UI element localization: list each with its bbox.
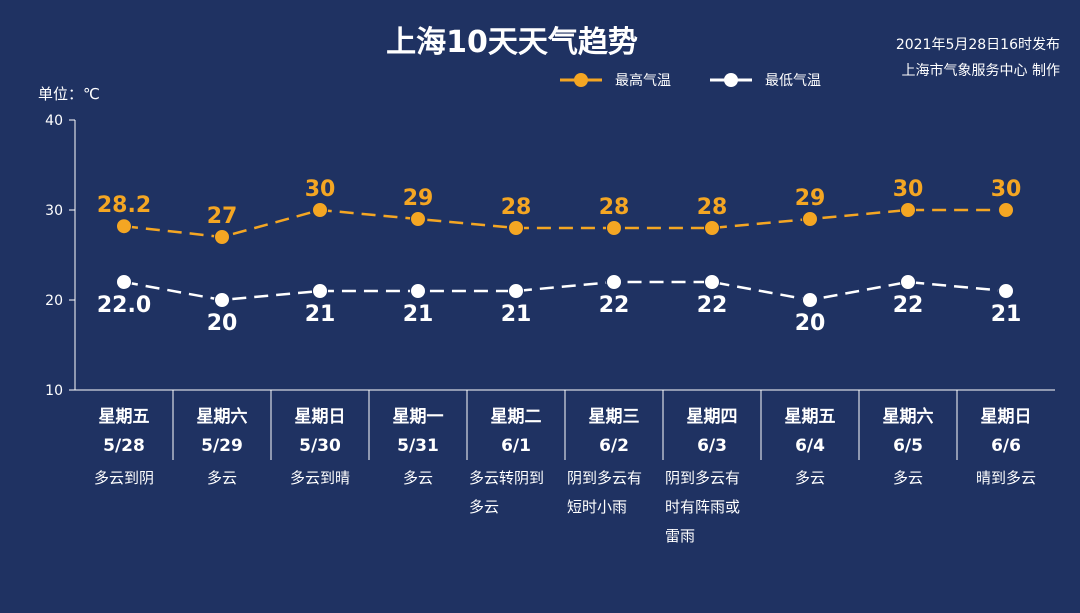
legend-high: 最高气温: [560, 72, 671, 89]
low-temp-label: 22: [599, 293, 630, 318]
weekday-label: 星期四: [687, 407, 738, 427]
low-temp-point: [998, 283, 1014, 299]
low-temp-point: [606, 274, 622, 290]
low-temp-point: [312, 283, 328, 299]
weather-description: 多云: [893, 469, 923, 487]
weekday-label: 星期日: [981, 407, 1032, 427]
high-temp-point: [900, 202, 916, 218]
low-temp-label: 21: [403, 302, 434, 327]
date-label: 5/29: [201, 436, 243, 456]
weather-description: 多云到阴: [94, 469, 154, 487]
high-temp-label: 28.2: [97, 193, 151, 218]
publish-time: 2021年5月28日16时发布: [896, 37, 1060, 53]
high-temp-point: [116, 218, 132, 235]
high-temp-point: [704, 220, 720, 236]
low-temp-point: [116, 274, 132, 290]
low-temp-point: [410, 283, 426, 299]
date-label: 5/31: [397, 436, 439, 456]
low-temp-point: [214, 292, 230, 308]
weekday-label: 星期五: [785, 407, 836, 427]
high-temp-label: 28: [697, 195, 728, 220]
weather-description: 短时小雨: [567, 498, 627, 516]
weekday-label: 星期五: [99, 407, 150, 427]
chart-title: 上海10天天气趋势: [386, 25, 638, 60]
weekday-label: 星期三: [589, 407, 640, 427]
weather-description: 多云转阴到: [469, 469, 544, 487]
high-temp-point: [410, 211, 426, 227]
date-label: 6/3: [697, 436, 727, 456]
high-temp-label: 29: [795, 186, 826, 211]
legend-low-marker: [724, 73, 738, 87]
legend-high-marker: [574, 73, 588, 87]
high-temp-label: 30: [305, 177, 336, 202]
high-temp-label: 30: [991, 177, 1022, 202]
low-temp-label: 22: [893, 293, 924, 318]
high-temp-label: 28: [501, 195, 532, 220]
weekday-label: 星期二: [491, 407, 542, 427]
y-tick-label: 30: [45, 203, 63, 219]
high-temp-label: 30: [893, 177, 924, 202]
weather-description: 雷雨: [665, 527, 695, 545]
legend-high-label: 最高气温: [615, 72, 671, 89]
y-tick-label: 20: [45, 293, 63, 309]
high-temp-point: [214, 229, 230, 245]
y-tick-label: 40: [45, 113, 63, 129]
weather-description: 时有阵雨或: [665, 498, 740, 516]
weather-description: 多云: [207, 469, 237, 487]
date-label: 5/28: [103, 436, 145, 456]
high-temp-point: [802, 211, 818, 227]
weather-description: 多云: [469, 498, 499, 516]
high-temp-label: 28: [599, 195, 630, 220]
low-temp-label: 22: [697, 293, 728, 318]
weather-description: 多云到晴: [290, 469, 350, 487]
weather-description: 阴到多云有: [665, 469, 740, 487]
axes: 10 20 30 40: [45, 113, 1055, 460]
legend-low: 最低气温: [710, 73, 821, 89]
high-temp-point: [606, 220, 622, 236]
unit-label: 单位：℃: [38, 85, 100, 103]
legend-low-label: 最低气温: [765, 73, 821, 89]
high-temp-label: 29: [403, 186, 434, 211]
date-label: 6/5: [893, 436, 923, 456]
low-temp-label: 20: [207, 311, 238, 336]
x-category-labels: 星期五 5/28 多云到阴 星期六 5/29 多云 星期日 5/30 多云到晴 星期一 5/31 多云…: [94, 406, 1036, 545]
high-temp-point: [998, 202, 1014, 218]
weekday-label: 星期日: [295, 407, 346, 427]
low-temp-point: [900, 274, 916, 290]
low-temp-label: 21: [501, 302, 532, 327]
date-label: 5/30: [299, 436, 341, 456]
low-temp-label: 22.0: [97, 293, 151, 318]
y-tick-label: 10: [45, 383, 63, 399]
producer-credit: 上海市气象服务中心 制作: [902, 62, 1060, 79]
weather-description: 多云: [795, 469, 825, 487]
weekday-label: 星期六: [883, 406, 934, 427]
weather-description: 阴到多云有: [567, 469, 642, 487]
low-temp-label: 21: [991, 302, 1022, 327]
weekday-label: 星期六: [197, 406, 248, 427]
high-temp-label: 27: [207, 204, 238, 229]
weather-description: 多云: [403, 469, 433, 487]
series-line-low: [123, 280, 1007, 302]
date-label: 6/6: [991, 436, 1021, 456]
date-label: 6/2: [599, 436, 629, 456]
series-line-high: [123, 208, 1006, 239]
low-temp-label: 20: [795, 311, 826, 336]
weekday-label: 星期一: [393, 407, 444, 427]
low-temp-label: 21: [305, 302, 336, 327]
legend: 最高气温 最低气温: [560, 72, 821, 89]
weather-description: 晴到多云: [976, 469, 1036, 487]
high-temp-point: [312, 202, 328, 218]
date-label: 6/1: [501, 436, 531, 456]
series-layer: 28.2 27 30 29 28 28 28 29 30 30 22.0 20 21 21 21 22 22 20…: [97, 177, 1021, 336]
low-temp-point: [802, 292, 818, 308]
low-temp-point: [508, 283, 524, 299]
high-temp-point: [508, 220, 524, 236]
low-temp-point: [704, 274, 720, 290]
date-label: 6/4: [795, 436, 825, 456]
